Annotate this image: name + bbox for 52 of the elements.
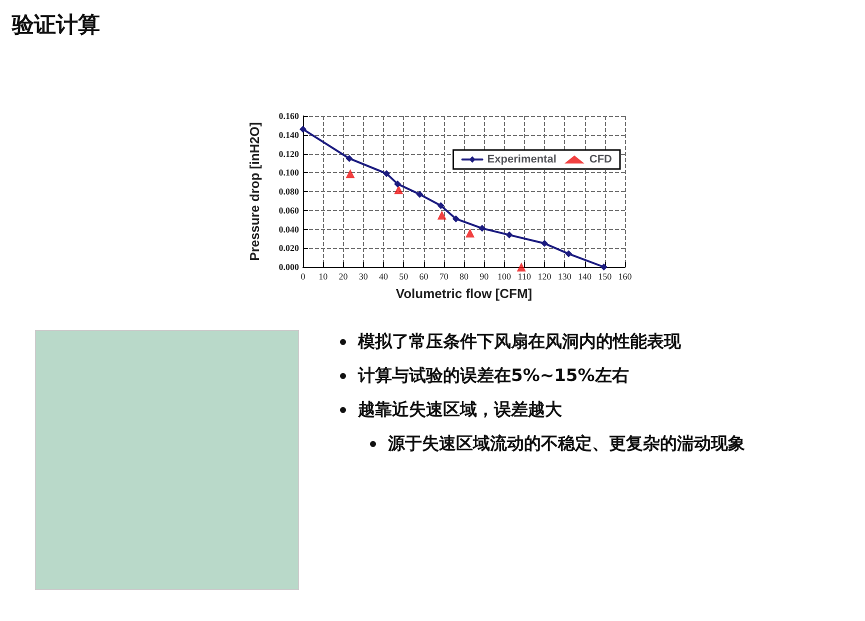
x-tick-label: 150 — [598, 272, 612, 282]
x-tick-label: 100 — [498, 272, 512, 282]
y-tick-label: 0.060 — [278, 205, 300, 216]
y-axis-title: Pressure drop [inH2O] — [247, 122, 262, 261]
y-tick-label: 0.140 — [278, 130, 300, 140]
x-tick-label: 0 — [300, 272, 306, 282]
x-tick-label: 120 — [538, 272, 552, 282]
x-tick-label: 30 — [358, 272, 368, 282]
x-tick-label: 60 — [419, 272, 429, 282]
point — [346, 154, 353, 162]
x-tick-label: 110 — [518, 272, 532, 282]
point — [506, 231, 513, 238]
point — [541, 240, 548, 247]
point — [452, 215, 460, 222]
y-tick-label: 0.120 — [278, 148, 300, 159]
text: 计算与试验的误差在5%~15%左右 — [358, 365, 629, 388]
x-tick-label: 20 — [338, 272, 348, 282]
point — [437, 210, 446, 220]
y-tick-label: 0.040 — [278, 224, 300, 234]
y-tick-label: 0.080 — [278, 186, 300, 196]
point — [416, 190, 424, 198]
point — [516, 262, 526, 272]
text: 验证计算 — [12, 12, 100, 40]
point — [383, 170, 390, 178]
x-tick-label: 80 — [460, 272, 469, 282]
point — [466, 228, 475, 238]
x-tick-label: 40 — [379, 272, 388, 282]
text: 越靠近失速区域，误差越大 — [358, 399, 562, 422]
point — [300, 126, 306, 133]
x-tick-label: 90 — [480, 272, 490, 282]
y-tick-label: 0.160 — [278, 111, 300, 121]
x-tick-label: 70 — [439, 272, 449, 282]
point — [394, 185, 404, 194]
x-tick-label: 50 — [399, 272, 409, 282]
y-tick-label: 0.100 — [278, 168, 300, 178]
x-tick-label: 140 — [578, 272, 592, 282]
x-axis-title: Volumetric flow [CFM] — [396, 286, 532, 301]
y-tick-label: 0.020 — [278, 243, 300, 254]
legend-label: Experimental — [487, 154, 556, 166]
y-tick-label: 0.000 — [278, 262, 300, 272]
point — [565, 250, 572, 258]
point — [478, 224, 486, 232]
x-tick-label: 160 — [618, 272, 632, 282]
point — [437, 202, 444, 210]
x-tick-label: 10 — [318, 272, 328, 282]
point — [600, 264, 608, 270]
legend-label: CFD — [589, 154, 612, 166]
x-tick-label: 130 — [558, 272, 572, 282]
point — [394, 180, 402, 188]
text: 源于失速区域流动的不稳定、更复杂的湍动现象 — [388, 433, 745, 456]
point — [346, 169, 355, 178]
text: 模拟了常压条件下风扇在风洞内的性能表现 — [358, 331, 681, 354]
